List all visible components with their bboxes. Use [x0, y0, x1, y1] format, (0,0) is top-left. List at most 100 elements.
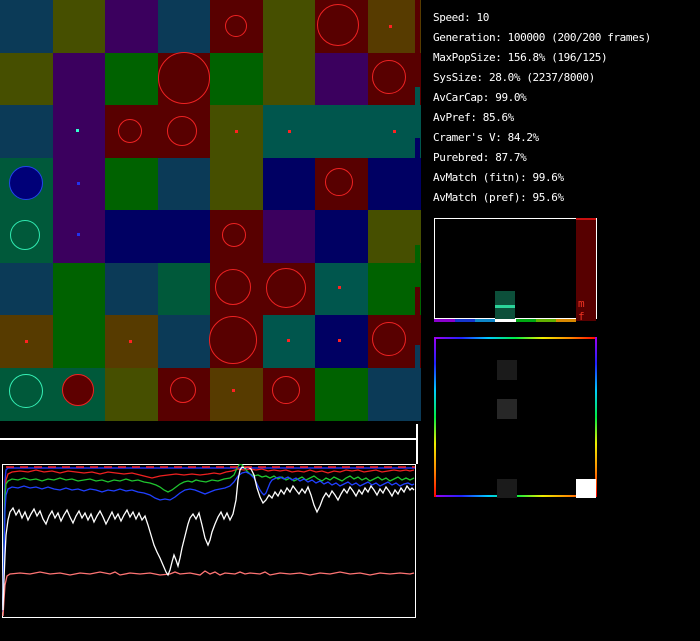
series-red-solid [2, 468, 415, 615]
world-cell[interactable] [53, 315, 106, 368]
world-cell[interactable] [263, 53, 316, 106]
hue-axis-segment [536, 319, 556, 322]
world-cell[interactable] [105, 158, 158, 211]
world-edge-offset-strip [415, 0, 420, 87]
stat-line: SysSize: 28.0% (2237/8000) [433, 71, 595, 84]
world-edge-offset-strip [415, 345, 420, 420]
world-cell[interactable] [0, 0, 53, 53]
world-cell[interactable] [263, 0, 316, 53]
organism-dot [338, 339, 341, 342]
stats-panel: Speed: 10 Generation: 100000 (200/200 fra… [433, 8, 699, 208]
timeline-position-tick[interactable] [416, 424, 418, 464]
matrix-border-left [434, 337, 436, 497]
stat-line: AvMatch (fitn): 99.6% [433, 171, 564, 184]
organism-ring [215, 269, 251, 305]
world-cell[interactable] [158, 210, 211, 263]
organism-ring [62, 374, 94, 406]
organism-ring [118, 119, 142, 143]
stat-line: Purebred: 87.7% [433, 151, 527, 164]
world-cell[interactable] [315, 210, 368, 263]
stat-line: AvMatch (pref): 95.6% [433, 191, 564, 204]
world-edge-offset-strip [415, 245, 420, 287]
hue-axis-segment [495, 319, 516, 322]
hue-histogram-frame [434, 218, 597, 319]
world-cell[interactable] [315, 368, 368, 421]
organism-ring [372, 60, 406, 94]
hue-axis-segment [516, 319, 536, 322]
male-female-label: m f [578, 297, 586, 323]
matrix-cell [497, 479, 517, 498]
matrix-cell [576, 479, 596, 498]
world-cell[interactable] [158, 315, 211, 368]
world-cell[interactable] [368, 0, 421, 53]
organism-ring [266, 268, 306, 308]
world-cell[interactable] [105, 0, 158, 53]
timeline-track[interactable] [0, 438, 417, 440]
organism-dot [232, 389, 235, 392]
world-cell[interactable] [263, 210, 316, 263]
matrix-border-top [434, 337, 597, 339]
world-cell[interactable] [105, 210, 158, 263]
series-green [2, 464, 415, 614]
organism-dot [77, 233, 80, 236]
series-pink-flat [2, 570, 415, 617]
sex-ratio-bar [576, 218, 596, 321]
world-cell[interactable] [105, 53, 158, 106]
world-cell[interactable] [210, 368, 263, 421]
world-cell[interactable] [158, 0, 211, 53]
bar-mean-marker [495, 305, 515, 308]
world-cell[interactable] [263, 158, 316, 211]
organism-ring [225, 15, 247, 37]
world-edge-offset-strip [415, 87, 420, 138]
hue-axis-segment [556, 319, 576, 322]
world-cell[interactable] [53, 210, 106, 263]
organism-ring [209, 316, 257, 364]
organism-dot [389, 25, 392, 28]
organism-ring [10, 220, 40, 250]
world-cell[interactable] [53, 105, 106, 158]
hue-axis-segment [434, 319, 455, 322]
hue-axis-segment [455, 319, 475, 322]
organism-dot [235, 130, 238, 133]
world-cell[interactable] [0, 105, 53, 158]
stat-line: MaxPopSize: 156.8% (196/125) [433, 51, 608, 64]
world-edge-offset-strip [415, 210, 420, 245]
world-cell[interactable] [315, 53, 368, 106]
organism-dot [288, 130, 291, 133]
organism-dot [77, 182, 80, 185]
world-cell[interactable] [105, 368, 158, 421]
world-cell[interactable] [368, 210, 421, 263]
organism-ring [158, 52, 210, 104]
world-cell[interactable] [315, 315, 368, 368]
organism-ring [222, 223, 246, 247]
series-white-jagged [2, 466, 415, 611]
organism-ring [9, 374, 43, 408]
world-edge-offset-strip [415, 287, 420, 345]
world-cell[interactable] [368, 263, 421, 316]
matrix-cell [497, 360, 517, 380]
world-cell[interactable] [53, 53, 106, 106]
organism-ring [325, 168, 353, 196]
world-cell[interactable] [158, 263, 211, 316]
world-cell[interactable] [105, 263, 158, 316]
stat-line: Generation: 100000 (200/200 frames) [433, 31, 651, 44]
world-cell[interactable] [0, 263, 53, 316]
series-blue-top [2, 467, 415, 613]
world-cell[interactable] [210, 158, 263, 211]
stat-line: Speed: 10 [433, 11, 490, 24]
organism-ring [372, 322, 406, 356]
hue-axis-segment [475, 319, 495, 322]
world-cell[interactable] [53, 263, 106, 316]
world-cell[interactable] [158, 158, 211, 211]
world-cell[interactable] [315, 263, 368, 316]
world-cell[interactable] [210, 53, 263, 106]
organism-dot [129, 340, 132, 343]
world-cell[interactable] [368, 368, 421, 421]
world-cell[interactable] [368, 158, 421, 211]
timeseries-chart [2, 464, 415, 617]
world-cell[interactable] [53, 0, 106, 53]
world-cell[interactable] [0, 53, 53, 106]
stat-line: AvPref: 85.6% [433, 111, 514, 124]
world-cell[interactable] [315, 105, 368, 158]
